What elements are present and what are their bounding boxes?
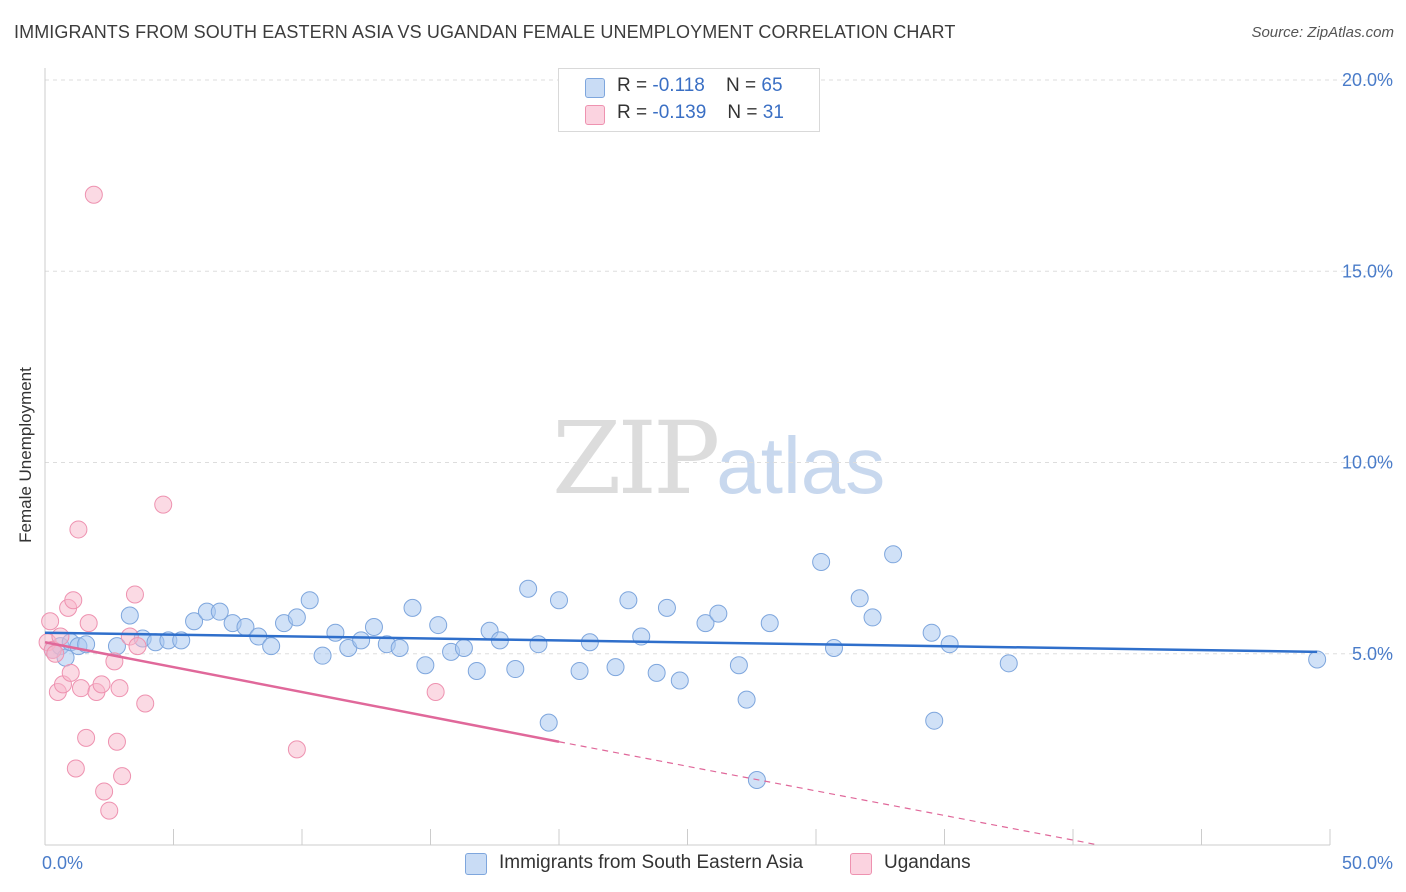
blue-point [467, 661, 486, 680]
blue-point [120, 606, 139, 625]
bottom-legend-label-blue: Immigrants from South Eastern Asia [499, 852, 804, 873]
pink-point [92, 675, 111, 694]
blue-point [729, 656, 748, 675]
watermark-atlas: atlas [716, 421, 886, 510]
pink-point [426, 683, 445, 701]
blue-point [850, 589, 869, 608]
y-tick-label: 15.0% [1342, 261, 1393, 281]
pink-point [113, 767, 132, 786]
pink-point [136, 694, 155, 713]
pink-point [287, 740, 306, 759]
bottom-legend-swatch-blue [465, 853, 487, 875]
blue-point [812, 552, 831, 571]
blue-point [940, 635, 959, 654]
blue-point [580, 633, 599, 652]
legend-n-value: 31 [762, 102, 784, 123]
watermark: ZIPatlas [552, 400, 885, 517]
pink-point [77, 728, 96, 747]
pink-point [71, 679, 90, 698]
legend-n-value: 65 [761, 75, 783, 96]
bottom-legend-swatch-pink [850, 853, 872, 875]
blue-point [185, 612, 204, 631]
blue-point [262, 637, 281, 656]
pink-point [95, 782, 114, 801]
blue-point [550, 591, 568, 610]
legend-label-blue: R = -0.118 N = 65 [617, 75, 783, 97]
blue-point [300, 591, 319, 610]
blue-point [863, 608, 882, 627]
legend-swatch-blue [585, 78, 605, 98]
bottom-legend-label-pink: Ugandans [884, 852, 971, 873]
legend-r-label: R = [617, 75, 648, 96]
legend-n-label: N = [727, 102, 758, 123]
blue-point [416, 656, 435, 675]
legend-r-value: -0.139 [652, 102, 707, 123]
blue-point [999, 654, 1018, 673]
pink-point [79, 614, 98, 633]
blue-point [506, 660, 525, 679]
source-label: Source: ZipAtlas.com [1251, 24, 1394, 41]
x-tick-label: 50.0% [1342, 853, 1393, 873]
pink-point [110, 679, 129, 698]
pink-point [107, 732, 126, 751]
blue-point [696, 614, 715, 633]
blue-point [606, 658, 625, 677]
y-tick-label: 20.0% [1342, 70, 1393, 90]
legend: R = -0.118 N = 65 R = -0.139 N = 31 [558, 68, 820, 132]
blue-point [570, 661, 589, 680]
chart-title: IMMIGRANTS FROM SOUTH EASTERN ASIA VS UG… [14, 22, 956, 42]
blue-point [403, 598, 422, 617]
blue-point [619, 591, 638, 610]
blue-point [922, 623, 941, 642]
pink-point [154, 495, 173, 514]
legend-r-value: -0.118 [652, 75, 705, 96]
blue-point [519, 579, 538, 598]
blue-point [539, 713, 558, 732]
pink-point [64, 591, 83, 610]
blue-point [313, 646, 332, 665]
pink-point [128, 637, 147, 656]
blue-point [925, 711, 944, 730]
pink-point [46, 644, 65, 663]
pink-point [66, 759, 85, 778]
blue-point [172, 631, 191, 650]
blue-point [326, 623, 345, 642]
pink-point [69, 520, 88, 539]
blue-point [709, 604, 728, 623]
pink-point [41, 612, 60, 631]
pink-trend-line-dashed [558, 741, 1099, 846]
pink-point [125, 585, 144, 604]
watermark-zip: ZIP [552, 400, 720, 517]
blue-point [352, 631, 371, 650]
blue-point [364, 617, 383, 636]
blue-point [390, 639, 409, 658]
legend-n-label: N = [725, 75, 757, 96]
blue-point [760, 614, 779, 633]
legend-r-label: R = [617, 102, 648, 123]
blue-point [529, 635, 548, 654]
blue-point [670, 671, 689, 690]
blue-point [657, 598, 676, 617]
pink-point [61, 663, 80, 682]
blue-point [210, 602, 229, 621]
blue-point [737, 690, 756, 709]
pink-point [84, 185, 103, 204]
legend-label-pink: R = -0.139 N = 31 [617, 102, 784, 124]
pink-point [100, 801, 119, 820]
legend-swatch-pink [585, 105, 605, 125]
blue-point [884, 545, 903, 564]
blue-point [1308, 650, 1327, 669]
blue-point [824, 639, 843, 658]
blue-point [454, 639, 473, 658]
pink-trend-line [44, 641, 560, 743]
blue-point [647, 663, 666, 682]
blue-point [429, 616, 448, 635]
y-tick-label: 10.0% [1342, 453, 1393, 473]
y-tick-label: 5.0% [1352, 644, 1393, 664]
x-tick-label: 0.0% [42, 853, 83, 873]
blue-trend-line [44, 631, 1318, 654]
blue-point [287, 608, 306, 627]
pink-point [51, 627, 70, 646]
